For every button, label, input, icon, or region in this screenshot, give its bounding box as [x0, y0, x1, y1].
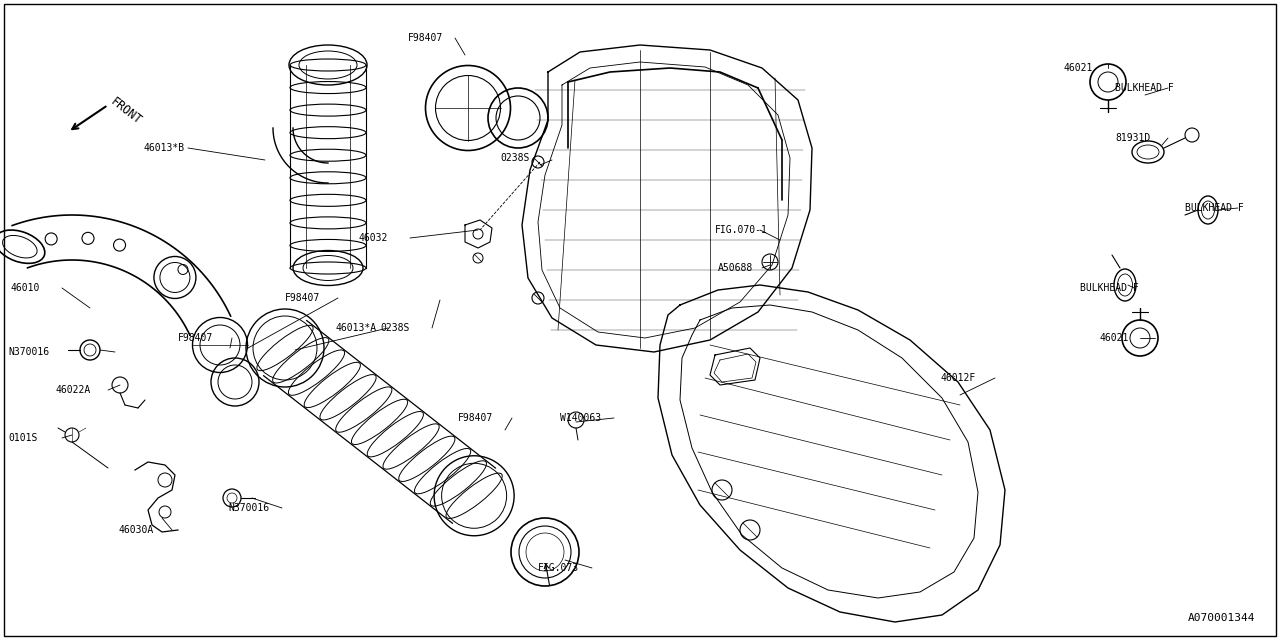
- Text: F98407: F98407: [408, 33, 443, 43]
- Text: 46032: 46032: [358, 233, 388, 243]
- Text: F98407: F98407: [178, 333, 214, 343]
- Text: 0238S: 0238S: [500, 153, 530, 163]
- Text: F98407: F98407: [458, 413, 493, 423]
- Text: W140063: W140063: [561, 413, 602, 423]
- Text: FIG.073: FIG.073: [538, 563, 579, 573]
- Text: 46013*B: 46013*B: [143, 143, 186, 153]
- Text: 46013*A: 46013*A: [335, 323, 376, 333]
- Text: 46012F: 46012F: [940, 373, 975, 383]
- Text: BULKHEAD F: BULKHEAD F: [1080, 283, 1139, 293]
- Text: 46021: 46021: [1062, 63, 1092, 73]
- Text: FIG.070-1: FIG.070-1: [716, 225, 768, 235]
- Text: FRONT: FRONT: [108, 95, 145, 127]
- Text: 46010: 46010: [10, 283, 40, 293]
- Text: A50688: A50688: [718, 263, 753, 273]
- Text: 0101S: 0101S: [8, 433, 37, 443]
- Text: 81931D: 81931D: [1115, 133, 1151, 143]
- Text: N370016: N370016: [8, 347, 49, 357]
- Text: 0238S: 0238S: [380, 323, 410, 333]
- Text: 46030A: 46030A: [118, 525, 154, 535]
- Text: 46022A: 46022A: [55, 385, 91, 395]
- Text: BULKHEAD F: BULKHEAD F: [1185, 203, 1244, 213]
- Text: F98407: F98407: [285, 293, 320, 303]
- Text: A070001344: A070001344: [1188, 613, 1254, 623]
- Text: BULKHEAD F: BULKHEAD F: [1115, 83, 1174, 93]
- Text: N370016: N370016: [228, 503, 269, 513]
- Text: 46021: 46021: [1100, 333, 1129, 343]
